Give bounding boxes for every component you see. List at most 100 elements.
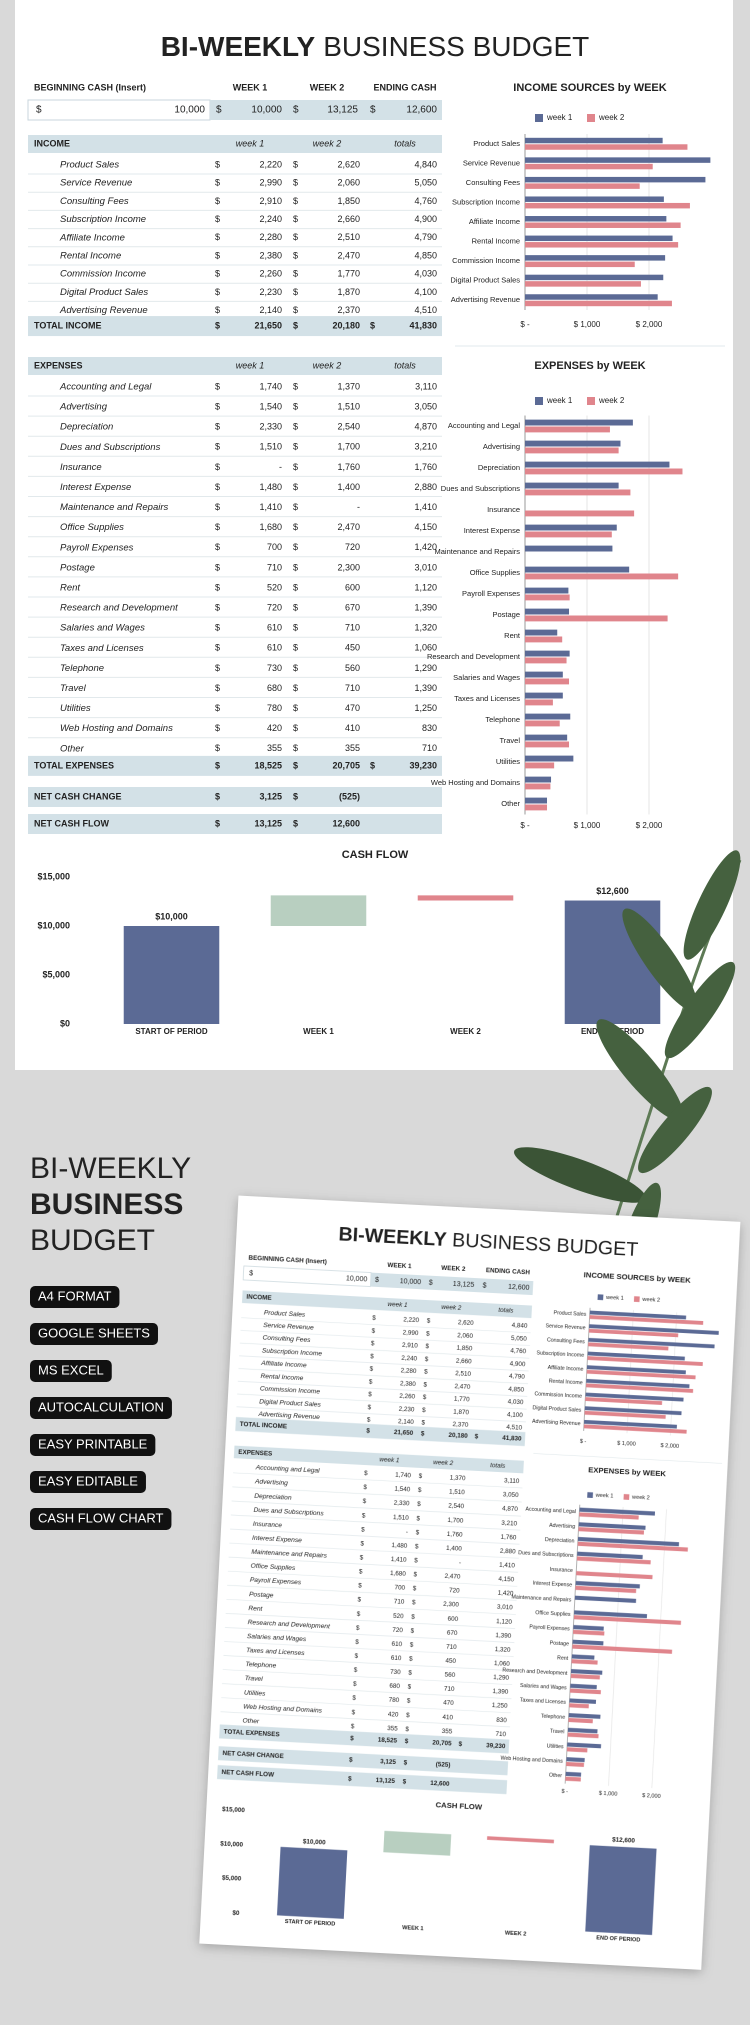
currency: $	[423, 1381, 427, 1388]
column-header: week 2	[433, 1459, 454, 1467]
row-value: 2,660	[456, 1358, 473, 1366]
row-line	[221, 1697, 511, 1714]
currency: $	[215, 232, 220, 242]
bar	[588, 1337, 715, 1349]
bar	[525, 755, 574, 762]
bar	[525, 482, 619, 489]
row-label: NET CASH FLOW	[221, 1769, 274, 1779]
row-value: 1,770	[454, 1396, 471, 1404]
bar	[525, 615, 668, 622]
bar	[566, 1761, 585, 1767]
cash-cells	[210, 100, 442, 120]
currency: $	[425, 1343, 429, 1350]
currency: $	[249, 1270, 253, 1277]
row-label: Product Sales	[60, 160, 119, 171]
row-value: 710	[444, 1686, 455, 1694]
row-label: NET CASH CHANGE	[222, 1750, 284, 1760]
bar	[570, 1669, 603, 1675]
y-tick-label: Dues and Subscriptions	[518, 1550, 574, 1559]
bar	[525, 242, 679, 248]
leaves	[514, 850, 742, 1278]
row-value: 2,510	[337, 232, 360, 242]
row-value: 2,620	[337, 159, 360, 169]
row-value: 1,540	[259, 401, 282, 411]
currency: $	[416, 1529, 420, 1536]
row-value: 1,410	[414, 502, 437, 512]
row-value: 1,740	[259, 381, 282, 391]
y-tick-label: Rent	[504, 631, 521, 640]
row-value: 830	[422, 723, 437, 733]
y-tick-label: Insurance	[550, 1567, 573, 1574]
value-label: $12,600	[596, 886, 629, 896]
row-value: 4,870	[414, 422, 437, 432]
currency: $	[293, 196, 298, 206]
row-label: Utilities	[244, 1689, 266, 1697]
bar	[587, 1351, 685, 1361]
y-tick-label: $5,000	[42, 969, 70, 979]
x-tick-label: $ -	[580, 1439, 587, 1445]
bar	[525, 524, 617, 531]
y-tick-label: Advertising Revenue	[532, 1419, 581, 1428]
row-label: Postage	[249, 1591, 274, 1599]
y-tick-label: $5,000	[222, 1875, 242, 1883]
row-value: 2,910	[402, 1342, 419, 1350]
currency: $	[215, 422, 220, 432]
row-line	[229, 1542, 519, 1559]
currency: $	[406, 1712, 410, 1719]
y-tick-label: Service Revenue	[463, 158, 520, 167]
row-label: Maintenance and Repairs	[251, 1549, 328, 1560]
row-value: 3,110	[504, 1477, 520, 1485]
row-value: 2,380	[400, 1380, 417, 1388]
currency: $	[418, 1487, 422, 1494]
bar	[525, 163, 653, 170]
feature-tag	[30, 1508, 172, 1530]
row-value: 1,420	[497, 1590, 514, 1598]
column-header: week 1	[236, 138, 265, 148]
row-value: 1,120	[414, 582, 437, 592]
row-band	[28, 787, 442, 807]
row-value: 710	[394, 1598, 405, 1606]
bar	[525, 804, 548, 811]
currency: $	[370, 760, 375, 770]
row-value: 4,150	[414, 522, 437, 532]
x-tick-label: WEEK 2	[450, 1027, 481, 1036]
y-tick-label: Rent	[557, 1655, 569, 1662]
row-line	[230, 1514, 521, 1531]
row-value: 2,540	[448, 1503, 465, 1511]
cash-value: 10,000	[400, 1278, 422, 1286]
y-tick-label: Research and Development	[427, 652, 521, 661]
row-value: 410	[345, 723, 360, 733]
bar	[525, 797, 548, 804]
currency: $	[425, 1356, 429, 1363]
currency: $	[215, 196, 220, 206]
currency: $	[293, 305, 298, 315]
row-value: 710	[345, 623, 360, 633]
row-value: 1,510	[337, 401, 360, 411]
legend-swatch	[623, 1494, 630, 1500]
section-title: EXPENSES	[34, 360, 83, 370]
section-header	[28, 357, 442, 375]
chart-title: EXPENSES by WEEK	[534, 360, 645, 372]
y-tick-label: Commission Income	[534, 1391, 582, 1399]
bar	[525, 447, 619, 454]
bar	[586, 1378, 690, 1389]
row-value: 39,230	[486, 1742, 506, 1750]
row-value: 1,320	[495, 1646, 512, 1654]
title-bold: BI-WEEKLY	[161, 31, 316, 62]
bar	[573, 1625, 604, 1631]
currency: $	[350, 1735, 354, 1742]
row-value: 1,060	[414, 643, 437, 653]
row-value: 2,220	[403, 1317, 420, 1325]
x-tick-label: START OF PERIOD	[285, 1919, 336, 1928]
x-tick-label: $ 2,000	[636, 821, 663, 830]
currency: $	[293, 683, 298, 693]
row-value: -	[459, 1560, 461, 1567]
bar	[525, 137, 663, 144]
chart-title: CASH FLOW	[435, 1800, 483, 1811]
row-label: Dues and Subscriptions	[60, 442, 161, 453]
row-line	[224, 1641, 514, 1657]
currency: $	[353, 1681, 357, 1688]
row-value: 3,125	[380, 1758, 397, 1766]
row-value: 730	[390, 1669, 401, 1677]
row-label: Rental Income	[60, 251, 121, 262]
